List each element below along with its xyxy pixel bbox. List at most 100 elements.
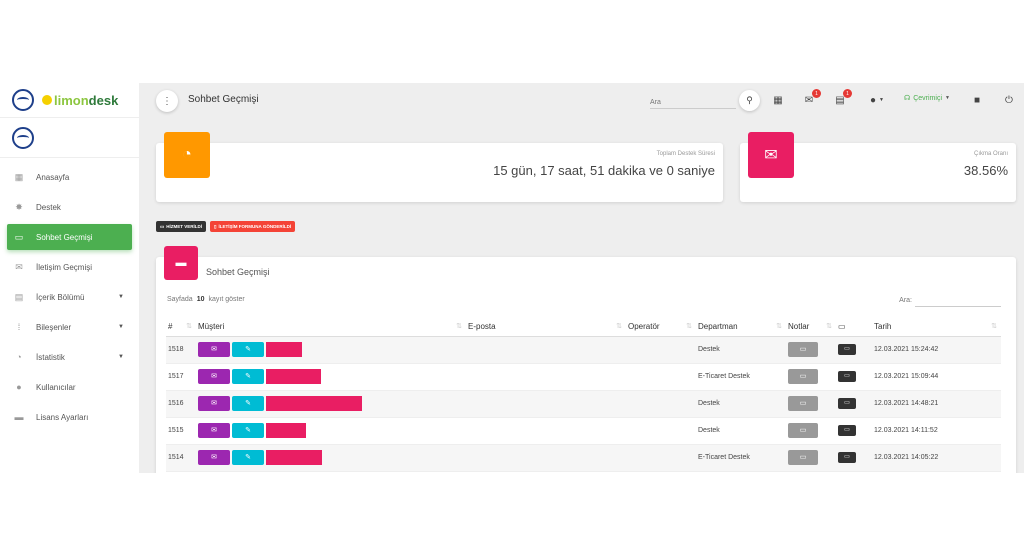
sidebar-item-label: İçerik Bölümü xyxy=(36,292,85,302)
mail-icon: ✉ xyxy=(15,261,23,272)
headset-icon: ☊ xyxy=(904,95,911,102)
column-header-label: Müşteri xyxy=(198,322,225,332)
document-icon: ▯ xyxy=(214,223,217,229)
legend-form-label: İLETİŞİM FORMUNA GÖNDERİLDİ xyxy=(218,224,292,229)
lock-icon[interactable]: ■ xyxy=(973,94,981,106)
email-cell xyxy=(466,444,626,472)
brand-part-2: desk xyxy=(88,92,119,108)
bounce-rate-card: ✉ Çıkma Oranı 38.56% xyxy=(740,132,1016,202)
redacted-customer-name xyxy=(266,450,322,465)
column-header[interactable]: Tarih ⇅ xyxy=(872,318,1001,337)
redacted-customer-name xyxy=(266,342,302,357)
notes-cell: ▭ xyxy=(786,444,836,472)
ticket-button[interactable]: ✎ xyxy=(232,450,264,465)
sidebar-item[interactable]: ● Kullanıcılar xyxy=(7,374,132,400)
column-header[interactable]: E-posta ⇅ xyxy=(466,318,626,337)
date-cell: 12.03.2021 15:09:44 xyxy=(872,363,1001,391)
chevron-down-icon: ▼ xyxy=(118,354,124,360)
apps-icon: ⁞ xyxy=(17,322,21,332)
ticket-button[interactable]: ✎ xyxy=(232,369,264,384)
sidebar-item[interactable]: ▦ Anasayfa xyxy=(7,164,132,190)
legend-served-label: HİZMET VERİLDİ xyxy=(166,224,203,229)
logo[interactable]: limon desk xyxy=(0,83,139,118)
customer-cell: ✉ ✎ xyxy=(196,363,466,391)
filter-input[interactable] xyxy=(915,294,1001,307)
view-chat-button[interactable]: ▭ xyxy=(838,371,856,382)
sort-icon: ⇅ xyxy=(991,323,997,330)
table-row[interactable]: 1515 ✉ ✎ Destek ▭ ▭ 12.03.2021 14:11:52 xyxy=(166,417,1001,445)
row-id: 1516 xyxy=(166,390,196,418)
operator-cell xyxy=(626,336,696,364)
chat-cell: ▭ xyxy=(836,363,872,391)
sidebar-item[interactable]: ✉ İletişim Geçmişi xyxy=(7,254,132,280)
notes-cell: ▭ xyxy=(786,417,836,445)
sidebar-item[interactable]: ▭ Sohbet Geçmişi xyxy=(7,224,132,250)
ticket-button[interactable]: ✎ xyxy=(232,396,264,411)
notes-button[interactable]: ▭ xyxy=(788,396,818,411)
column-header[interactable]: # ⇅ xyxy=(166,318,196,337)
notes-button[interactable]: ▭ xyxy=(788,423,818,438)
column-header[interactable]: Notlar ⇅ xyxy=(786,318,836,337)
search-input[interactable] xyxy=(650,94,736,111)
sort-icon: ⇅ xyxy=(616,323,622,330)
table-row[interactable]: 1514 ✉ ✎ E-Ticaret Destek ▭ ▭ 12.03.2021 14:05… xyxy=(166,444,1001,472)
column-header-label: Notlar xyxy=(788,322,810,332)
operator-cell xyxy=(626,363,696,391)
notes-button[interactable]: ▭ xyxy=(788,450,818,465)
chat-table: # ⇅ Müşteri ⇅ E-posta ⇅ Operatör ⇅ Departman ⇅ Not… xyxy=(166,318,1001,472)
mail-button[interactable]: ✉ xyxy=(198,369,230,384)
ticket-button[interactable]: ✎ xyxy=(232,342,264,357)
row-id: 1514 xyxy=(166,444,196,472)
view-chat-button[interactable]: ▭ xyxy=(838,452,856,463)
column-header[interactable]: Operatör ⇅ xyxy=(626,318,696,337)
user-menu-button[interactable]: ● ▼ xyxy=(866,93,888,107)
view-chat-button[interactable]: ▭ xyxy=(838,425,856,436)
column-header-label: Tarih xyxy=(874,322,892,332)
search-button[interactable]: ⚲ xyxy=(739,90,760,111)
mail-button[interactable]: ✉ xyxy=(198,450,230,465)
email-cell xyxy=(466,417,626,445)
sidebar-item-label: Destek xyxy=(36,202,61,212)
power-icon[interactable]: ⏻ xyxy=(1005,94,1013,106)
mail-notification-icon[interactable]: ✉ 1 xyxy=(802,89,821,107)
view-chat-button[interactable]: ▭ xyxy=(838,344,856,355)
chevron-down-icon: ▼ xyxy=(118,294,124,300)
sort-icon: ⇅ xyxy=(826,323,832,330)
notes-button[interactable]: ▭ xyxy=(788,342,818,357)
length-select[interactable]: 10 xyxy=(196,296,205,303)
status-dropdown[interactable]: ☊ Çevrimiçi ▼ xyxy=(904,94,950,103)
sidebar-item[interactable]: ▤ İçerik Bölümü ▼ xyxy=(7,284,132,310)
table-row[interactable]: 1518 ✉ ✎ Destek ▭ ▭ 12.03.2021 15:24:42 xyxy=(166,336,1001,364)
chat-cell: ▭ xyxy=(836,444,872,472)
mail-button[interactable]: ✉ xyxy=(198,423,230,438)
emblem-icon xyxy=(12,126,34,149)
card-title: Sohbet Geçmişi xyxy=(206,267,270,277)
chat-notification-icon[interactable]: ▤ 1 xyxy=(833,89,852,107)
column-header[interactable]: ▭ xyxy=(836,318,872,337)
column-header[interactable]: Departman ⇅ xyxy=(696,318,786,337)
search-field[interactable] xyxy=(650,91,736,111)
sidebar-item[interactable]: ✸ Destek xyxy=(7,194,132,220)
email-cell xyxy=(466,363,626,391)
sidebar-item[interactable]: ⁞ Bileşenler ▼ xyxy=(7,314,132,340)
column-header[interactable]: Müşteri ⇅ xyxy=(196,318,466,337)
mail-button[interactable]: ✉ xyxy=(198,396,230,411)
dashboard-grid-icon[interactable]: ▦ xyxy=(773,94,783,106)
sidebar-item[interactable]: ▬ Lisans Ayarları xyxy=(7,404,132,430)
length-prefix: Sayfada xyxy=(167,296,193,303)
view-chat-button[interactable]: ▭ xyxy=(838,398,856,409)
redacted-customer-name xyxy=(266,369,321,384)
table-row[interactable]: 1516 ✉ ✎ Destek ▭ ▭ 12.03.2021 14:48:21 xyxy=(166,390,1001,418)
mail-button[interactable]: ✉ xyxy=(198,342,230,357)
table-row[interactable]: 1517 ✉ ✎ E-Ticaret Destek ▭ ▭ 12.03.2021 15:09… xyxy=(166,363,1001,391)
notes-button[interactable]: ▭ xyxy=(788,369,818,384)
table-filter: Ara: xyxy=(899,294,1001,307)
operator-cell xyxy=(626,444,696,472)
total-support-value: 15 gün, 17 saat, 51 dakika ve 0 saniye xyxy=(493,163,715,178)
ticket-button[interactable]: ✎ xyxy=(232,423,264,438)
chat-history-card: ▬ Sohbet Geçmişi Sayfada 10 kayıt göster A… xyxy=(156,246,1016,473)
sidebar-item[interactable]: ◔ İstatistik ▼ xyxy=(7,344,132,370)
legend: ▭ HİZMET VERİLDİ ▯ İLETİŞİM FORMUNA GÖNDER… xyxy=(156,221,296,232)
sidebar-item-label: Anasayfa xyxy=(36,172,70,182)
menu-dots-button[interactable]: ⋮ xyxy=(156,90,178,112)
